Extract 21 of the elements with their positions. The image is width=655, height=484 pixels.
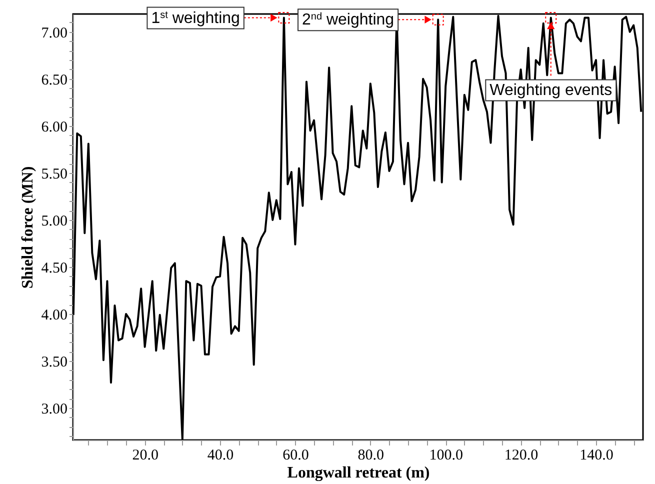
y-tick-label: 4.00 [41,307,68,324]
x-tick-label: 120.0 [504,448,538,464]
annotation: 1$^{st}$ weighting [151,9,240,27]
y-tick-label: 5.50 [41,166,68,182]
y-tick-label: 5.00 [41,213,68,230]
x-tick-label: 20.0 [132,448,158,464]
x-tick-label: 80.0 [358,448,384,464]
x-tick-label: 100.0 [429,448,463,464]
y-tick-label: 6.00 [41,119,68,136]
y-tick-label: 7.00 [41,25,68,42]
y-tick-label: 4.50 [41,260,68,276]
annotation: 2$^{nd}$ weighting [302,11,394,29]
x-tick-label: 140.0 [580,448,614,464]
y-axis-title: Shield force (MN) [19,166,36,289]
x-axis-title: Longwall retreat (m) [287,464,430,482]
annotation: Weighting events [490,82,612,99]
y-tick-label: 6.50 [41,72,68,88]
y-tick-label: 3.00 [41,402,68,418]
x-tick-label: 40.0 [207,448,234,464]
x-tick-label: 60.0 [282,448,309,464]
y-tick-label: 3.50 [41,354,68,371]
